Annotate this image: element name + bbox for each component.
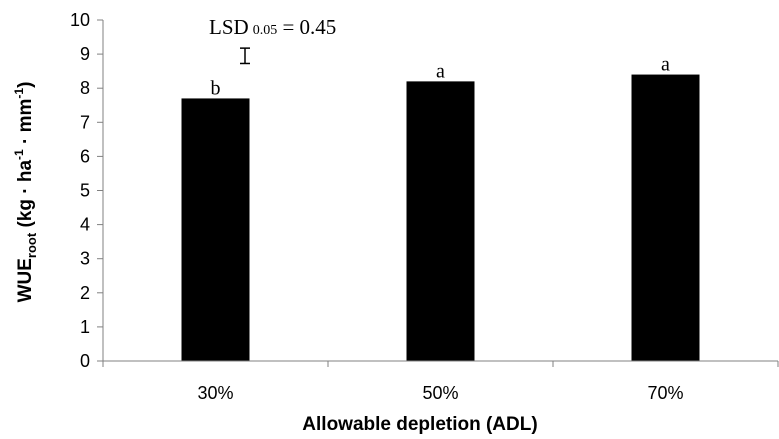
significance-letter: a: [661, 54, 670, 76]
y-axis-title-main: WUE: [15, 258, 36, 302]
y-tick-label: 10: [70, 10, 90, 30]
y-axis-title-units-close: ): [15, 82, 36, 88]
y-tick-label: 4: [80, 215, 90, 235]
y-tick-label: 0: [80, 351, 90, 371]
lsd-error-bar: [240, 47, 250, 65]
lsd-label: LSD 0.05 = 0.45: [209, 15, 336, 39]
lsd-label-subscript: 0.05: [253, 23, 278, 38]
x-axis-title: Allowable depletion (ADL): [302, 414, 537, 435]
bar-70pct: [631, 74, 700, 361]
bar-50pct: [406, 81, 475, 361]
bar-30pct: [181, 98, 250, 362]
y-axis-title-superscript-1: -1: [12, 149, 26, 160]
x-tick-labels: 30% 50% 70%: [197, 383, 683, 403]
x-tick-label: 30%: [197, 383, 233, 403]
y-tick-label: 7: [80, 112, 90, 132]
y-axis-title-superscript-2: -1: [12, 88, 26, 99]
y-tick-label: 2: [80, 283, 90, 303]
y-tick-label: 9: [80, 44, 90, 64]
significance-letter: b: [211, 77, 221, 99]
lsd-label-main: LSD: [209, 15, 249, 39]
lsd-label-value: = 0.45: [277, 15, 336, 39]
y-tick-label: 1: [80, 317, 90, 337]
significance-letter: a: [436, 60, 445, 82]
y-axis-title-subscript: root: [24, 232, 39, 258]
x-tick-label: 70%: [647, 383, 683, 403]
significance-letters: b a a: [211, 54, 671, 100]
y-tick-label: 5: [80, 181, 90, 201]
y-tick-label: 3: [80, 249, 90, 269]
x-tick-label: 50%: [422, 383, 458, 403]
y-axis-ticks: 0 1 2 3 4 5 6 7 8 9 10: [70, 10, 103, 371]
bars: [181, 74, 700, 362]
y-tick-label: 8: [80, 78, 90, 98]
y-axis-title-units-mid: · mm: [15, 99, 36, 150]
x-axis-ticks: [102, 361, 779, 367]
y-axis-title: WUEroot (kg · ha-1 · mm-1): [12, 82, 39, 303]
y-tick-label: 6: [80, 146, 90, 166]
y-axis-title-units: (kg · ha: [15, 160, 36, 233]
